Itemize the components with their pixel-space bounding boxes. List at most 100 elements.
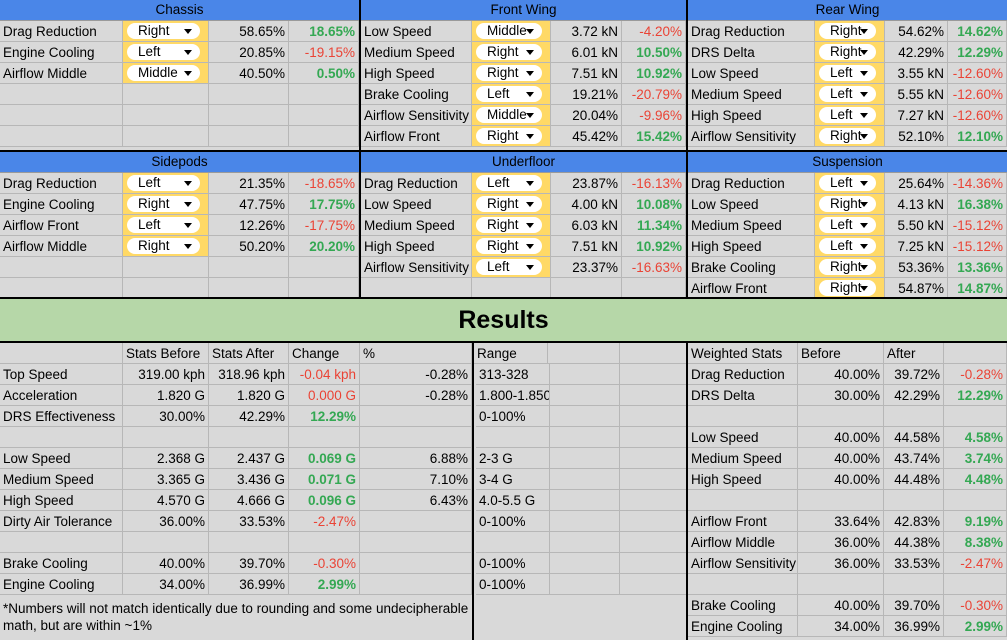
result-range: 313-328 xyxy=(476,364,550,385)
setting-row: Airflow Front Right 45.42% 15.42% xyxy=(361,126,686,147)
choice-dropdown-cell[interactable]: Right xyxy=(815,126,885,147)
choice-dropdown[interactable]: Right xyxy=(819,280,876,296)
chevron-down-icon xyxy=(184,202,192,207)
choice-dropdown[interactable]: Left xyxy=(819,86,876,102)
choice-dropdown-cell[interactable]: Left xyxy=(123,215,209,236)
choice-dropdown[interactable]: Right xyxy=(476,44,542,60)
empty-cell xyxy=(548,406,620,427)
choice-dropdown-cell[interactable]: Right xyxy=(123,21,209,42)
choice-dropdown[interactable]: Left xyxy=(127,175,200,191)
choice-dropdown[interactable]: Middle xyxy=(127,65,200,81)
choice-dropdown[interactable]: Middle xyxy=(476,23,542,39)
empty-cell xyxy=(0,105,123,126)
choice-dropdown-cell[interactable]: Left xyxy=(472,173,551,194)
choice-dropdown[interactable]: Right xyxy=(819,196,876,212)
choice-dropdown-cell[interactable]: Middle xyxy=(472,105,551,126)
choice-dropdown-cell[interactable]: Right xyxy=(472,215,551,236)
choice-dropdown[interactable]: Left xyxy=(476,86,542,102)
weighted-after: 39.72% xyxy=(884,364,944,385)
setting-value: 5.55 kN xyxy=(885,84,948,105)
choice-dropdown[interactable]: Middle xyxy=(476,107,542,123)
choice-dropdown[interactable]: Left xyxy=(819,65,876,81)
result-change: 0.000 G xyxy=(289,385,360,406)
choice-dropdown-cell[interactable]: Left xyxy=(815,215,885,236)
result-before: 1.820 G xyxy=(123,385,209,406)
empty-row xyxy=(0,427,688,448)
choice-dropdown-cell[interactable]: Left xyxy=(815,105,885,126)
choice-dropdown[interactable]: Left xyxy=(819,107,876,123)
choice-dropdown-cell[interactable]: Right xyxy=(472,194,551,215)
choice-dropdown-cell[interactable]: Right xyxy=(815,257,885,278)
weighted-label xyxy=(688,490,798,511)
choice-dropdown[interactable]: Right xyxy=(819,128,876,144)
choice-dropdown[interactable]: Right xyxy=(819,23,876,39)
setting-value: 7.51 kN xyxy=(551,63,622,84)
choice-dropdown-cell[interactable]: Left xyxy=(815,173,885,194)
setting-row: High Speed Left 7.27 kN -12.60% xyxy=(688,105,1007,126)
choice-dropdown[interactable]: Left xyxy=(476,259,542,275)
empty-cell xyxy=(620,427,688,448)
choice-dropdown-cell[interactable]: Left xyxy=(123,173,209,194)
empty-cell xyxy=(289,105,359,126)
result-after: 42.29% xyxy=(209,406,289,427)
choice-dropdown[interactable]: Right xyxy=(476,196,542,212)
choice-dropdown-cell[interactable]: Right xyxy=(472,126,551,147)
result-percent: 6.43% xyxy=(360,490,472,511)
choice-dropdown[interactable]: Left xyxy=(476,175,542,191)
choice-dropdown[interactable]: Right xyxy=(476,238,542,254)
chevron-down-icon xyxy=(526,71,534,76)
choice-dropdown-cell[interactable]: Left xyxy=(815,63,885,84)
choice-dropdown-cell[interactable]: Right xyxy=(815,42,885,63)
choice-dropdown-cell[interactable]: Middle xyxy=(472,21,551,42)
choice-dropdown[interactable]: Right xyxy=(476,65,542,81)
choice-dropdown[interactable]: Left xyxy=(819,238,876,254)
choice-dropdown[interactable]: Left xyxy=(127,217,200,233)
choice-dropdown[interactable]: Right xyxy=(127,23,200,39)
choice-dropdown-cell[interactable]: Left xyxy=(815,84,885,105)
empty-cell xyxy=(209,105,289,126)
chevron-down-icon xyxy=(860,286,868,291)
panel-rear-wing: Rear Wing Drag Reduction Right 54.62% 14.62… xyxy=(688,0,1007,150)
choice-dropdown[interactable]: Left xyxy=(819,175,876,191)
choice-dropdown-cell[interactable]: Middle xyxy=(123,63,209,84)
choice-dropdown[interactable]: Left xyxy=(127,44,200,60)
result-label xyxy=(0,427,123,448)
choice-dropdown-cell[interactable]: Right xyxy=(472,236,551,257)
choice-dropdown[interactable]: Right xyxy=(127,238,200,254)
dropdown-value: Right xyxy=(138,23,170,38)
choice-dropdown[interactable]: Right xyxy=(476,217,542,233)
result-range: 3-4 G xyxy=(476,469,550,490)
weighted-label: Engine Cooling xyxy=(688,616,798,637)
choice-dropdown-cell[interactable]: Right xyxy=(472,42,551,63)
choice-dropdown-cell[interactable]: Left xyxy=(472,257,551,278)
empty-cell xyxy=(289,84,359,105)
chevron-down-icon xyxy=(184,29,192,34)
choice-dropdown-cell[interactable]: Right xyxy=(472,63,551,84)
choice-dropdown-cell[interactable]: Right xyxy=(123,236,209,257)
weighted-change: -0.30% xyxy=(944,595,1007,616)
choice-dropdown-cell[interactable]: Left xyxy=(123,42,209,63)
choice-dropdown[interactable]: Right xyxy=(476,128,542,144)
choice-dropdown-cell[interactable]: Right xyxy=(815,278,885,299)
choice-dropdown-cell[interactable]: Right xyxy=(123,194,209,215)
choice-dropdown[interactable]: Left xyxy=(819,217,876,233)
weighted-change: 3.74% xyxy=(944,448,1007,469)
setting-row: Medium Speed Right 6.03 kN 11.34% xyxy=(361,215,686,236)
empty-cell xyxy=(620,469,688,490)
empty-cell xyxy=(620,364,688,385)
setting-row: Low Speed Left 3.55 kN -12.60% xyxy=(688,63,1007,84)
result-after xyxy=(209,427,289,448)
choice-dropdown-cell[interactable]: Right xyxy=(815,194,885,215)
result-label: Low Speed xyxy=(0,448,123,469)
empty-row xyxy=(0,532,688,553)
choice-dropdown[interactable]: Right xyxy=(819,44,876,60)
choice-dropdown[interactable]: Right xyxy=(819,259,876,275)
setting-label: Engine Cooling xyxy=(0,42,123,63)
result-before: 40.00% xyxy=(123,553,209,574)
choice-dropdown-cell[interactable]: Right xyxy=(815,21,885,42)
empty-cell xyxy=(548,364,620,385)
choice-dropdown-cell[interactable]: Left xyxy=(472,84,551,105)
choice-dropdown-cell[interactable]: Left xyxy=(815,236,885,257)
choice-dropdown[interactable]: Right xyxy=(127,196,200,212)
setting-value: 3.55 kN xyxy=(885,63,948,84)
